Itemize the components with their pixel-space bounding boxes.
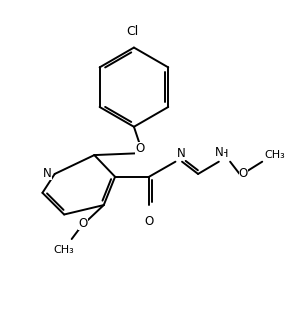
Text: O: O — [144, 214, 154, 228]
Text: N: N — [43, 167, 52, 181]
Text: O: O — [135, 142, 144, 155]
Text: CH₃: CH₃ — [264, 150, 285, 160]
Text: N: N — [215, 146, 224, 159]
Text: H: H — [220, 149, 228, 159]
Text: Cl: Cl — [126, 25, 138, 38]
Text: O: O — [78, 218, 87, 230]
Text: N: N — [177, 147, 186, 160]
Text: O: O — [239, 167, 248, 181]
Text: CH₃: CH₃ — [54, 245, 74, 255]
